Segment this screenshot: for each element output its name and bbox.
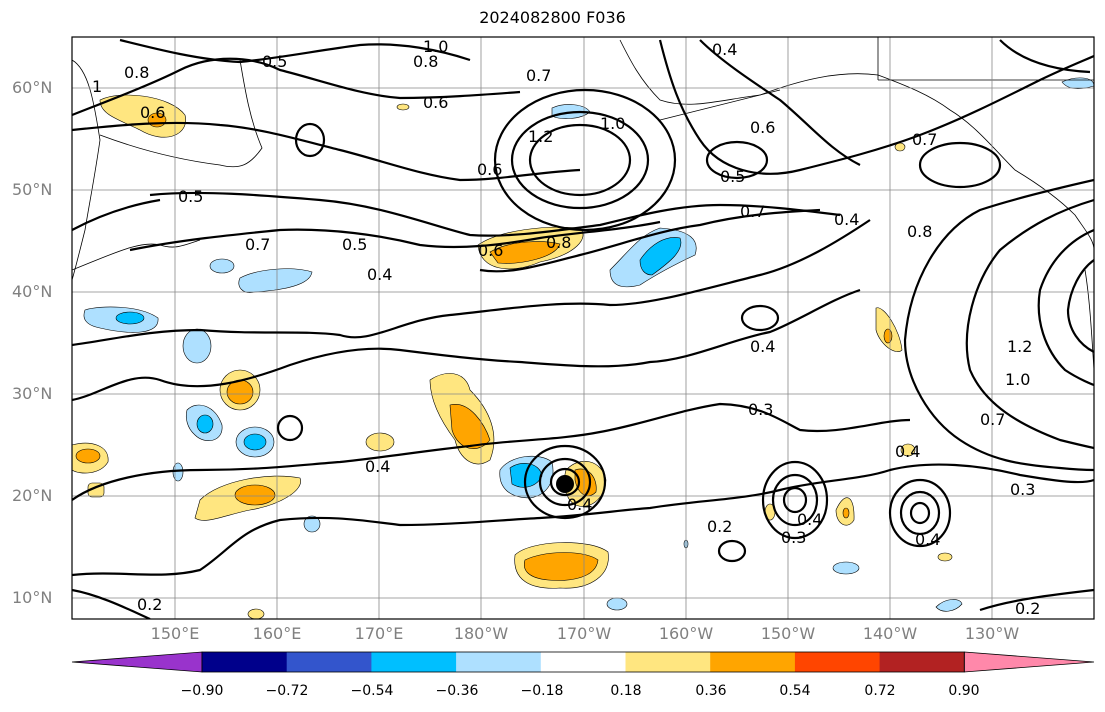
contour-label: 0.4 [712,40,737,59]
lat-label: 10°N [12,588,53,607]
contour-label: 0.6 [478,241,503,260]
map-frame [71,36,1095,620]
lon-label: 130°W [964,624,1020,643]
contour-label: 0.4 [567,495,592,514]
contour-label: 0.2 [707,517,732,536]
contour-label: 1.0 [600,114,625,133]
contour-label: 1.2 [528,127,553,146]
lat-label: 60°N [12,78,53,97]
coastlines [72,37,1094,371]
contour-label-group: 0.5 1.0 0.8 0.7 0.4 0.8 1 0.6 0.6 1.2 1.… [92,37,1040,618]
colorbar-tick-label: −0.36 [435,683,479,699]
lon-label: 180°W [453,624,509,643]
contour-label: 0.6 [477,160,502,179]
contour-lines [72,38,1094,619]
contour-label: 0.2 [137,595,162,614]
lon-label: 160°W [658,624,714,643]
positive-shading [72,94,953,619]
colorbar-tick-label: −0.54 [350,683,394,699]
contour-label: 1.2 [1007,337,1032,356]
lat-label: 30°N [12,384,53,403]
contour-label: 0.3 [781,528,806,547]
contour-label: 0.7 [740,202,765,221]
contour-label: 0.8 [907,222,932,241]
negative-shading [83,77,1094,612]
colorbar-tick-label: 0.72 [864,683,896,699]
map-title: 2024082800 F036 [479,8,626,27]
lon-label: 140°W [862,624,918,643]
colorbar-tick-label: −0.90 [180,683,224,699]
contour-label: 0.7 [980,410,1005,429]
contour-label: 0.5 [178,187,203,206]
contour-label: 0.8 [413,52,438,71]
contour-label: 0.7 [912,130,937,149]
contour-label: 0.6 [423,93,448,112]
contour-label: 0.6 [140,103,165,122]
filled-circle-icon [556,475,574,493]
colorbar-tick-label: 0.18 [610,683,642,699]
contour-label: 0.6 [750,118,775,137]
contour-label: 0.4 [750,337,775,356]
lon-label: 160°E [252,624,302,643]
contour-label: 0.5 [720,167,745,186]
contour-label: 0.4 [367,265,392,284]
contour-label: 1.0 [1005,370,1030,389]
contour-label: 0.4 [365,457,390,476]
contour-label: 0.3 [748,400,773,419]
contour-label: 0.3 [1010,480,1035,499]
contour-label: 0.4 [797,510,822,529]
contour-label: 0.5 [262,52,287,71]
contour-label: 0.7 [526,66,551,85]
lon-label: 170°E [354,624,404,643]
lat-label: 50°N [12,180,53,199]
contour-label: 0.4 [915,530,940,549]
contour-label: 0.4 [834,210,859,229]
lon-label: 150°W [760,624,816,643]
colorbar-tick-label: 0.54 [779,683,811,699]
colorbar-tick-label: 0.36 [695,683,727,699]
contour-label: 1.0 [423,37,448,56]
contour-label: 0.2 [1015,599,1040,618]
lon-label: 170°W [556,624,612,643]
lat-label: 20°N [12,486,53,505]
contour-label: 0.4 [895,442,920,461]
graticule [72,37,1094,619]
contour-label: 1 [92,77,102,96]
contour-label: 0.5 [342,235,367,254]
colorbar-tick-label: 0.90 [948,683,980,699]
colorbar-tick-label: −0.72 [265,683,309,699]
contour-label: 0.7 [245,235,270,254]
contour-label: 0.8 [546,233,571,252]
contour-label: 0.8 [124,63,149,82]
lat-label: 40°N [12,282,53,301]
lon-label: 150°E [150,624,200,643]
colorbar-tick-label: −0.18 [520,683,564,699]
